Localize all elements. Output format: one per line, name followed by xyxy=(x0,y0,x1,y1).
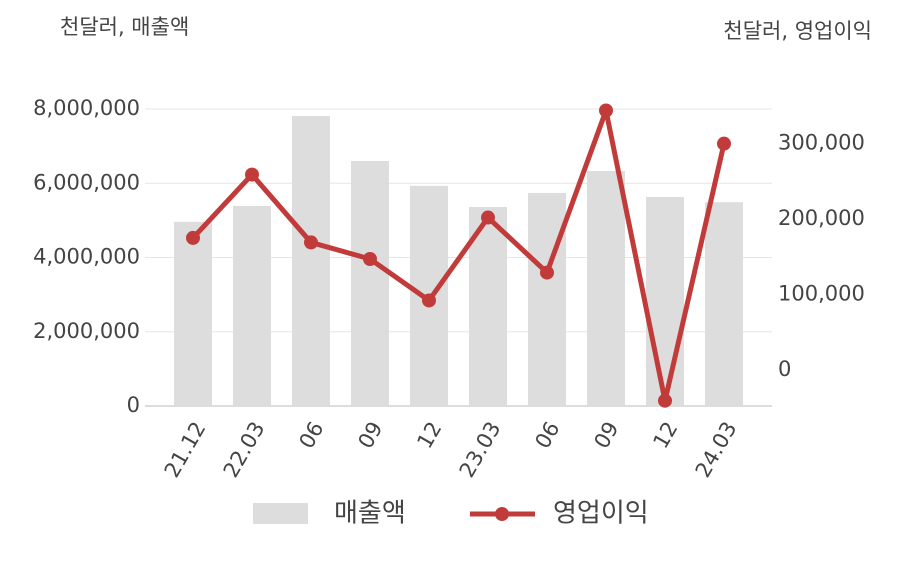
line-marker xyxy=(540,265,554,280)
x-tick-label: 09 xyxy=(589,418,623,453)
x-tick-label: 23.03 xyxy=(455,418,506,482)
bar xyxy=(233,205,271,406)
bar xyxy=(351,160,389,406)
x-tick-label: 24.03 xyxy=(691,418,742,482)
x-tick-label: 06 xyxy=(294,418,328,453)
y-tick-label: 8,000,000 xyxy=(33,96,140,120)
legend-swatch xyxy=(495,507,509,521)
y2-tick-label: 0 xyxy=(778,357,791,381)
line-marker xyxy=(245,167,259,182)
y2-axis-label: 천달러, 영업이익 xyxy=(723,19,872,43)
y-tick-label: 0 xyxy=(127,393,140,417)
x-tick-label: 22.03 xyxy=(219,418,270,482)
line-marker xyxy=(658,393,672,408)
line-marker xyxy=(422,293,436,308)
line-marker xyxy=(304,235,318,250)
line-marker xyxy=(717,136,731,151)
line xyxy=(191,108,727,404)
y-tick-label: 4,000,000 xyxy=(33,245,140,269)
bar xyxy=(705,202,743,406)
y-tick-label: 2,000,000 xyxy=(33,319,140,343)
x-tick-label: 12 xyxy=(412,418,446,453)
y2-tick-label: 200,000 xyxy=(778,206,865,230)
y2-tick-label: 300,000 xyxy=(778,131,865,155)
x-tick-label: 12 xyxy=(648,418,682,453)
x-tick-label: 21.12 xyxy=(160,418,211,482)
y-axis-label: 천달러, 매출액 xyxy=(60,15,189,39)
line-marker xyxy=(481,210,495,225)
x-tick-label: 06 xyxy=(530,418,564,453)
bar xyxy=(587,170,625,406)
legend-label: 영업이익 xyxy=(553,499,649,529)
line-marker xyxy=(599,103,613,118)
line-marker xyxy=(363,252,377,267)
line-marker xyxy=(186,230,200,245)
bar xyxy=(469,207,507,406)
legend-swatch xyxy=(253,503,308,524)
bar xyxy=(174,221,212,406)
bar xyxy=(528,192,566,406)
y2-tick-label: 100,000 xyxy=(778,281,865,305)
x-tick-label: 09 xyxy=(353,418,387,453)
bar xyxy=(292,116,330,407)
bar xyxy=(646,196,684,406)
y-tick-label: 6,000,000 xyxy=(33,170,140,194)
legend-label: 매출액 xyxy=(334,499,406,529)
